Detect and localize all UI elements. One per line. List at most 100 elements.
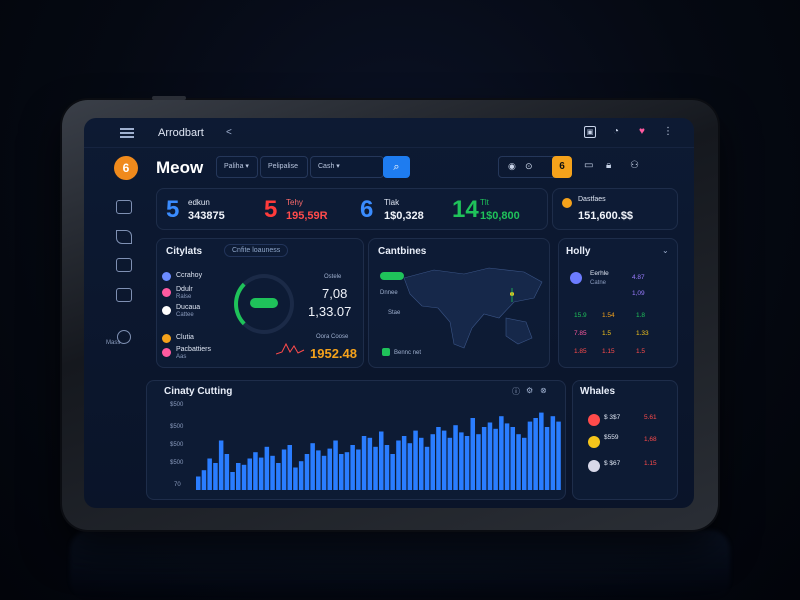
chart-bar	[527, 421, 533, 490]
logo-icon[interactable]: 6	[114, 156, 138, 180]
y-tick: $500	[170, 442, 184, 448]
chart-bar	[310, 443, 315, 490]
orange-action-button[interactable]: 6	[552, 156, 572, 178]
row-icon	[162, 306, 171, 315]
copy-icon[interactable]: ▭	[584, 160, 594, 171]
chart-bar	[407, 443, 413, 490]
chart-bar	[493, 428, 498, 490]
stat-1-label: edkun	[188, 198, 210, 207]
eye-icon[interactable]: ◉	[508, 161, 516, 171]
chart-bar	[550, 416, 556, 490]
lock-icon[interactable]: 🔒︎	[606, 160, 612, 171]
chart-bar	[361, 436, 367, 490]
menu-icon[interactable]	[120, 128, 134, 140]
chevron-down-icon[interactable]: ⌄	[662, 246, 669, 255]
city-row-3-sub: Cattee	[176, 312, 194, 318]
chart-bar	[276, 463, 281, 490]
row-icon	[162, 272, 171, 281]
chart-bar	[287, 445, 292, 490]
city-values-label: Ostele	[324, 274, 342, 280]
holding-row-4-v2: 1.5	[636, 348, 646, 355]
city-panel-chip[interactable]: Cnfite loauness	[224, 244, 289, 257]
chart-bar	[224, 454, 230, 490]
settings-icon[interactable]	[117, 330, 131, 344]
top-bar: Arrodbart < ▣ ◔ ♥ ⋮	[84, 118, 694, 148]
person-icon[interactable]: ⚇	[630, 160, 639, 171]
holding-row-1-sub: Catne	[590, 280, 607, 286]
city-value-2: 1,33.07	[308, 304, 352, 319]
bell-icon[interactable]: ◔	[612, 126, 620, 137]
y-tick: 70	[174, 482, 181, 488]
chart-bar	[533, 418, 538, 490]
top-icons: ▣ ◔ ♥ ⋮	[584, 126, 674, 138]
city-right-label: Oora Coose	[316, 334, 349, 340]
chart-bar	[390, 454, 395, 490]
filter-pelipalise[interactable]: Pelipalise	[260, 156, 308, 178]
legend-pill	[380, 272, 404, 280]
stat-3-value: 1$0,328	[384, 210, 424, 222]
chart-bar	[281, 449, 287, 490]
y-tick: $500	[170, 424, 184, 430]
chart-bar	[333, 440, 338, 490]
chart-bar	[201, 470, 207, 490]
stat-4-number: 14	[452, 196, 479, 223]
more-icon[interactable]: ⋮	[663, 126, 673, 137]
watch-row-1-name: $ 3$7	[604, 414, 621, 421]
chart-bar	[373, 446, 378, 490]
chart-icon[interactable]	[116, 288, 132, 302]
chart-bar	[436, 427, 441, 490]
bank-icon[interactable]	[116, 258, 132, 272]
chart-bar	[339, 454, 344, 490]
badge-icon[interactable]: ▣	[584, 126, 596, 138]
chart-bar	[316, 450, 321, 490]
chart-bar	[487, 422, 493, 490]
filter-paliha[interactable]: Paliha ▾	[216, 156, 258, 178]
chart-bar	[264, 446, 270, 490]
chart-bar	[293, 467, 298, 490]
watch-row-2-name: $559	[604, 434, 619, 441]
row-icon	[162, 288, 171, 297]
chart-info-icon[interactable]: ⓘ	[512, 387, 520, 396]
holdings-panel	[558, 238, 678, 368]
chart-bar	[510, 427, 515, 490]
chart-bar	[481, 427, 487, 490]
home-icon[interactable]	[116, 200, 132, 214]
stat-4-value: 1$0,800	[480, 210, 520, 222]
y-tick: $500	[170, 460, 184, 466]
chart-settings-icon[interactable]: ⚙	[526, 386, 534, 395]
chart-bar	[196, 476, 201, 490]
chart-bar	[424, 446, 430, 490]
stats-panel	[156, 188, 548, 230]
holding-row-3-v2: 1.33	[636, 330, 649, 337]
chart-bar	[253, 452, 258, 490]
table-reflection	[70, 530, 730, 600]
filter-cash[interactable]: Cash ▾	[310, 156, 384, 178]
city-row-2-name: Ddulr	[176, 286, 193, 293]
transfer-icon[interactable]	[116, 230, 132, 244]
city-value-3: 1952.48	[310, 346, 357, 361]
watch-row-3-name: $ $67	[604, 460, 621, 467]
chart-bar	[350, 445, 355, 490]
city-row-4-name: Clutia	[176, 334, 194, 341]
city-panel-title: Citylats	[166, 246, 203, 257]
row-icon	[162, 348, 171, 357]
chart-bar	[522, 437, 527, 490]
city-row-3-name: Ducaua	[176, 304, 201, 311]
eye-outline-icon[interactable]: ⊙	[525, 161, 533, 171]
search-button[interactable]: ⌕	[383, 156, 410, 178]
watch-row-1-value: 5.61	[644, 414, 657, 421]
stat-1-number: 5	[166, 196, 180, 223]
chart-bar	[464, 436, 470, 490]
stat-3-label: Tlak	[384, 198, 400, 207]
balance-panel	[552, 188, 678, 230]
holdings-title: Holly	[566, 246, 591, 257]
stat-1-value: 343875	[188, 210, 225, 222]
chart-bar	[430, 434, 435, 490]
back-icon[interactable]: <	[226, 127, 232, 138]
chart-bar	[453, 425, 458, 490]
chart-close-icon[interactable]: ⊗	[540, 386, 547, 395]
heart-icon[interactable]: ♥	[639, 126, 645, 137]
city-row-5-name: Pacbattiers	[176, 346, 212, 353]
chart-bar	[504, 423, 510, 490]
chart-bar	[516, 434, 521, 490]
